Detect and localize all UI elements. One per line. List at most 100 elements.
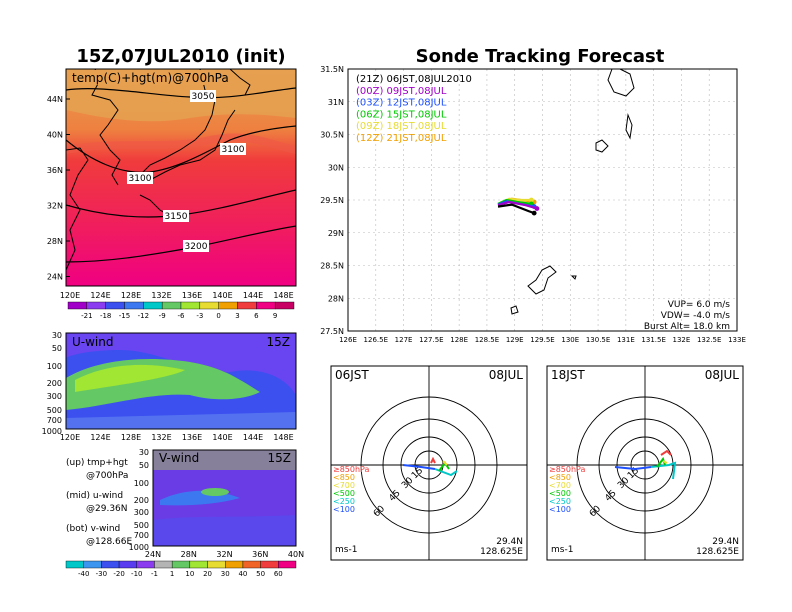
lon-tick-label: 144E (243, 291, 263, 300)
hodo-lat: 29.4N (496, 537, 523, 547)
lon-tick-label: 144E (243, 433, 263, 442)
lat-tick-label: 28.5N (320, 262, 344, 271)
island (625, 113, 633, 140)
track-frame (347, 68, 738, 332)
colorbar-swatch (136, 560, 155, 569)
lat-tick-label: 31N (328, 98, 344, 107)
temperature-map: temp(C)+hgt(m)@700hPa 3050 3100 3100 315… (47, 68, 297, 300)
map-label-bg (70, 70, 224, 85)
level-label: <100 (549, 505, 571, 514)
legend-entry: (21Z) 06JST,08JUL2010 (356, 74, 472, 85)
lat-tick-label: 32N (47, 202, 63, 211)
hodograph-trace (442, 460, 448, 466)
colorbar-swatch (105, 301, 125, 310)
lon-tick-label: 140E (212, 433, 232, 442)
colorbar-swatch (180, 301, 201, 310)
contour-labels: 3050 3100 3100 3150 3200 (127, 90, 246, 252)
vwind-lat-ticks: 24N 28N 32N 36N 40N (145, 550, 304, 559)
colorbar-tick-label: -20 (113, 570, 124, 578)
colorbar-tick-label: -21 (81, 312, 92, 320)
colorbar-tick-label: -18 (100, 312, 111, 320)
lon-tick-label: 124E (90, 291, 110, 300)
colorbar-tick-label: -30 (96, 570, 107, 578)
level-label: <250 (333, 497, 355, 506)
level-label: ≥850hPa (333, 465, 370, 474)
pressure-tick-label: 100 (134, 479, 149, 488)
level-label: <100 (333, 505, 355, 514)
lon-tick-label: 132E (151, 291, 171, 300)
track-endpoint (528, 197, 534, 203)
contour-label: 3050 (192, 92, 215, 102)
colorbar-tick-label: -12 (138, 312, 149, 320)
colorbar-swatch (237, 301, 257, 310)
track-lat-ticks: 31.5N 31N 30.5N 30N 29.5N 29N 28.5N 28N 27.5N (320, 65, 344, 336)
track-endpoint (534, 206, 540, 211)
side-legend-line: @700hPa (86, 471, 128, 481)
pressure-tick-label: 1000 (129, 543, 149, 552)
colorbar-swatch (143, 301, 163, 310)
lat-tick-label: 40N (47, 131, 63, 140)
contour-label: 3200 (185, 242, 208, 252)
hodograph-trace (434, 468, 458, 477)
lat-tick-label: 24N (145, 550, 161, 559)
colorbar-swatch (118, 560, 137, 569)
colorbar-tick-label: -3 (196, 312, 203, 320)
colorbar-swatch (199, 301, 219, 310)
lon-tick-label: 128E (121, 433, 141, 442)
level-label: <700 (333, 481, 355, 490)
lat-tick-label: 36N (47, 166, 63, 175)
contour-label: 3150 (165, 212, 188, 222)
hodograph-trace (402, 464, 436, 470)
lon-tick-label: 131E (617, 336, 635, 344)
lon-tick-label: 127.5E (419, 336, 443, 344)
lon-tick-label: 148E (273, 433, 293, 442)
colorbar-tick-label: 0 (216, 312, 220, 320)
contour-3050 (66, 87, 296, 99)
side-legend-line: (bot) v-wind (66, 524, 120, 534)
track-series (497, 200, 538, 210)
coastline-korea (91, 69, 121, 186)
colorbar-swatch (65, 560, 84, 569)
vwind-label: V-wind (159, 451, 199, 465)
lon-tick-label: 128E (450, 336, 468, 344)
colorbar-tick-label: -15 (119, 312, 130, 320)
lat-tick-label: 40N (288, 550, 304, 559)
uwind-frame (65, 332, 297, 430)
vwind-frame (152, 449, 297, 547)
level-label: <850 (549, 473, 571, 482)
sonde-tracks (497, 197, 540, 216)
map-lon-ticks: 120E 124E 128E 132E 136E 140E 144E 148E (60, 291, 294, 300)
hodo-lon: 128.625E (480, 547, 523, 557)
colorbar-swatch (225, 560, 244, 569)
lon-tick-label: 132.5E (697, 336, 721, 344)
colorbar-swatch (278, 560, 297, 569)
colorbar-tick-label: -40 (78, 570, 89, 578)
lat-tick-label: 44N (47, 95, 63, 104)
colorbar-swatch (207, 560, 226, 569)
track-series (497, 203, 535, 215)
lat-tick-label: 30N (328, 163, 344, 172)
pressure-tick-label: 30 (139, 448, 149, 457)
lon-tick-label: 128.5E (475, 336, 499, 344)
colorbar-tick-label: 30 (221, 570, 230, 578)
lon-tick-label: 130.5E (586, 336, 610, 344)
uwind-time: 15Z (267, 335, 291, 349)
pressure-tick-label: 30 (52, 331, 62, 340)
colorbar-swatch (124, 301, 144, 310)
map-lat-ticks: 44N 40N 36N 32N 28N 24N (47, 95, 70, 282)
hodograph-trace (660, 449, 672, 456)
lon-tick-label: 120E (60, 291, 80, 300)
vwind-time: 15Z (268, 451, 292, 465)
colorbar-tick-label: 50 (256, 570, 265, 578)
colorbar-tick-label: 3 (235, 312, 239, 320)
colorbar-swatch (189, 560, 208, 569)
colorbar-tick-label: -10 (131, 570, 142, 578)
vdw-text: VDW= -4.0 m/s (661, 311, 731, 321)
burst-text: Burst Alt= 18.0 km (644, 322, 730, 332)
colorbar-swatch (154, 560, 173, 569)
